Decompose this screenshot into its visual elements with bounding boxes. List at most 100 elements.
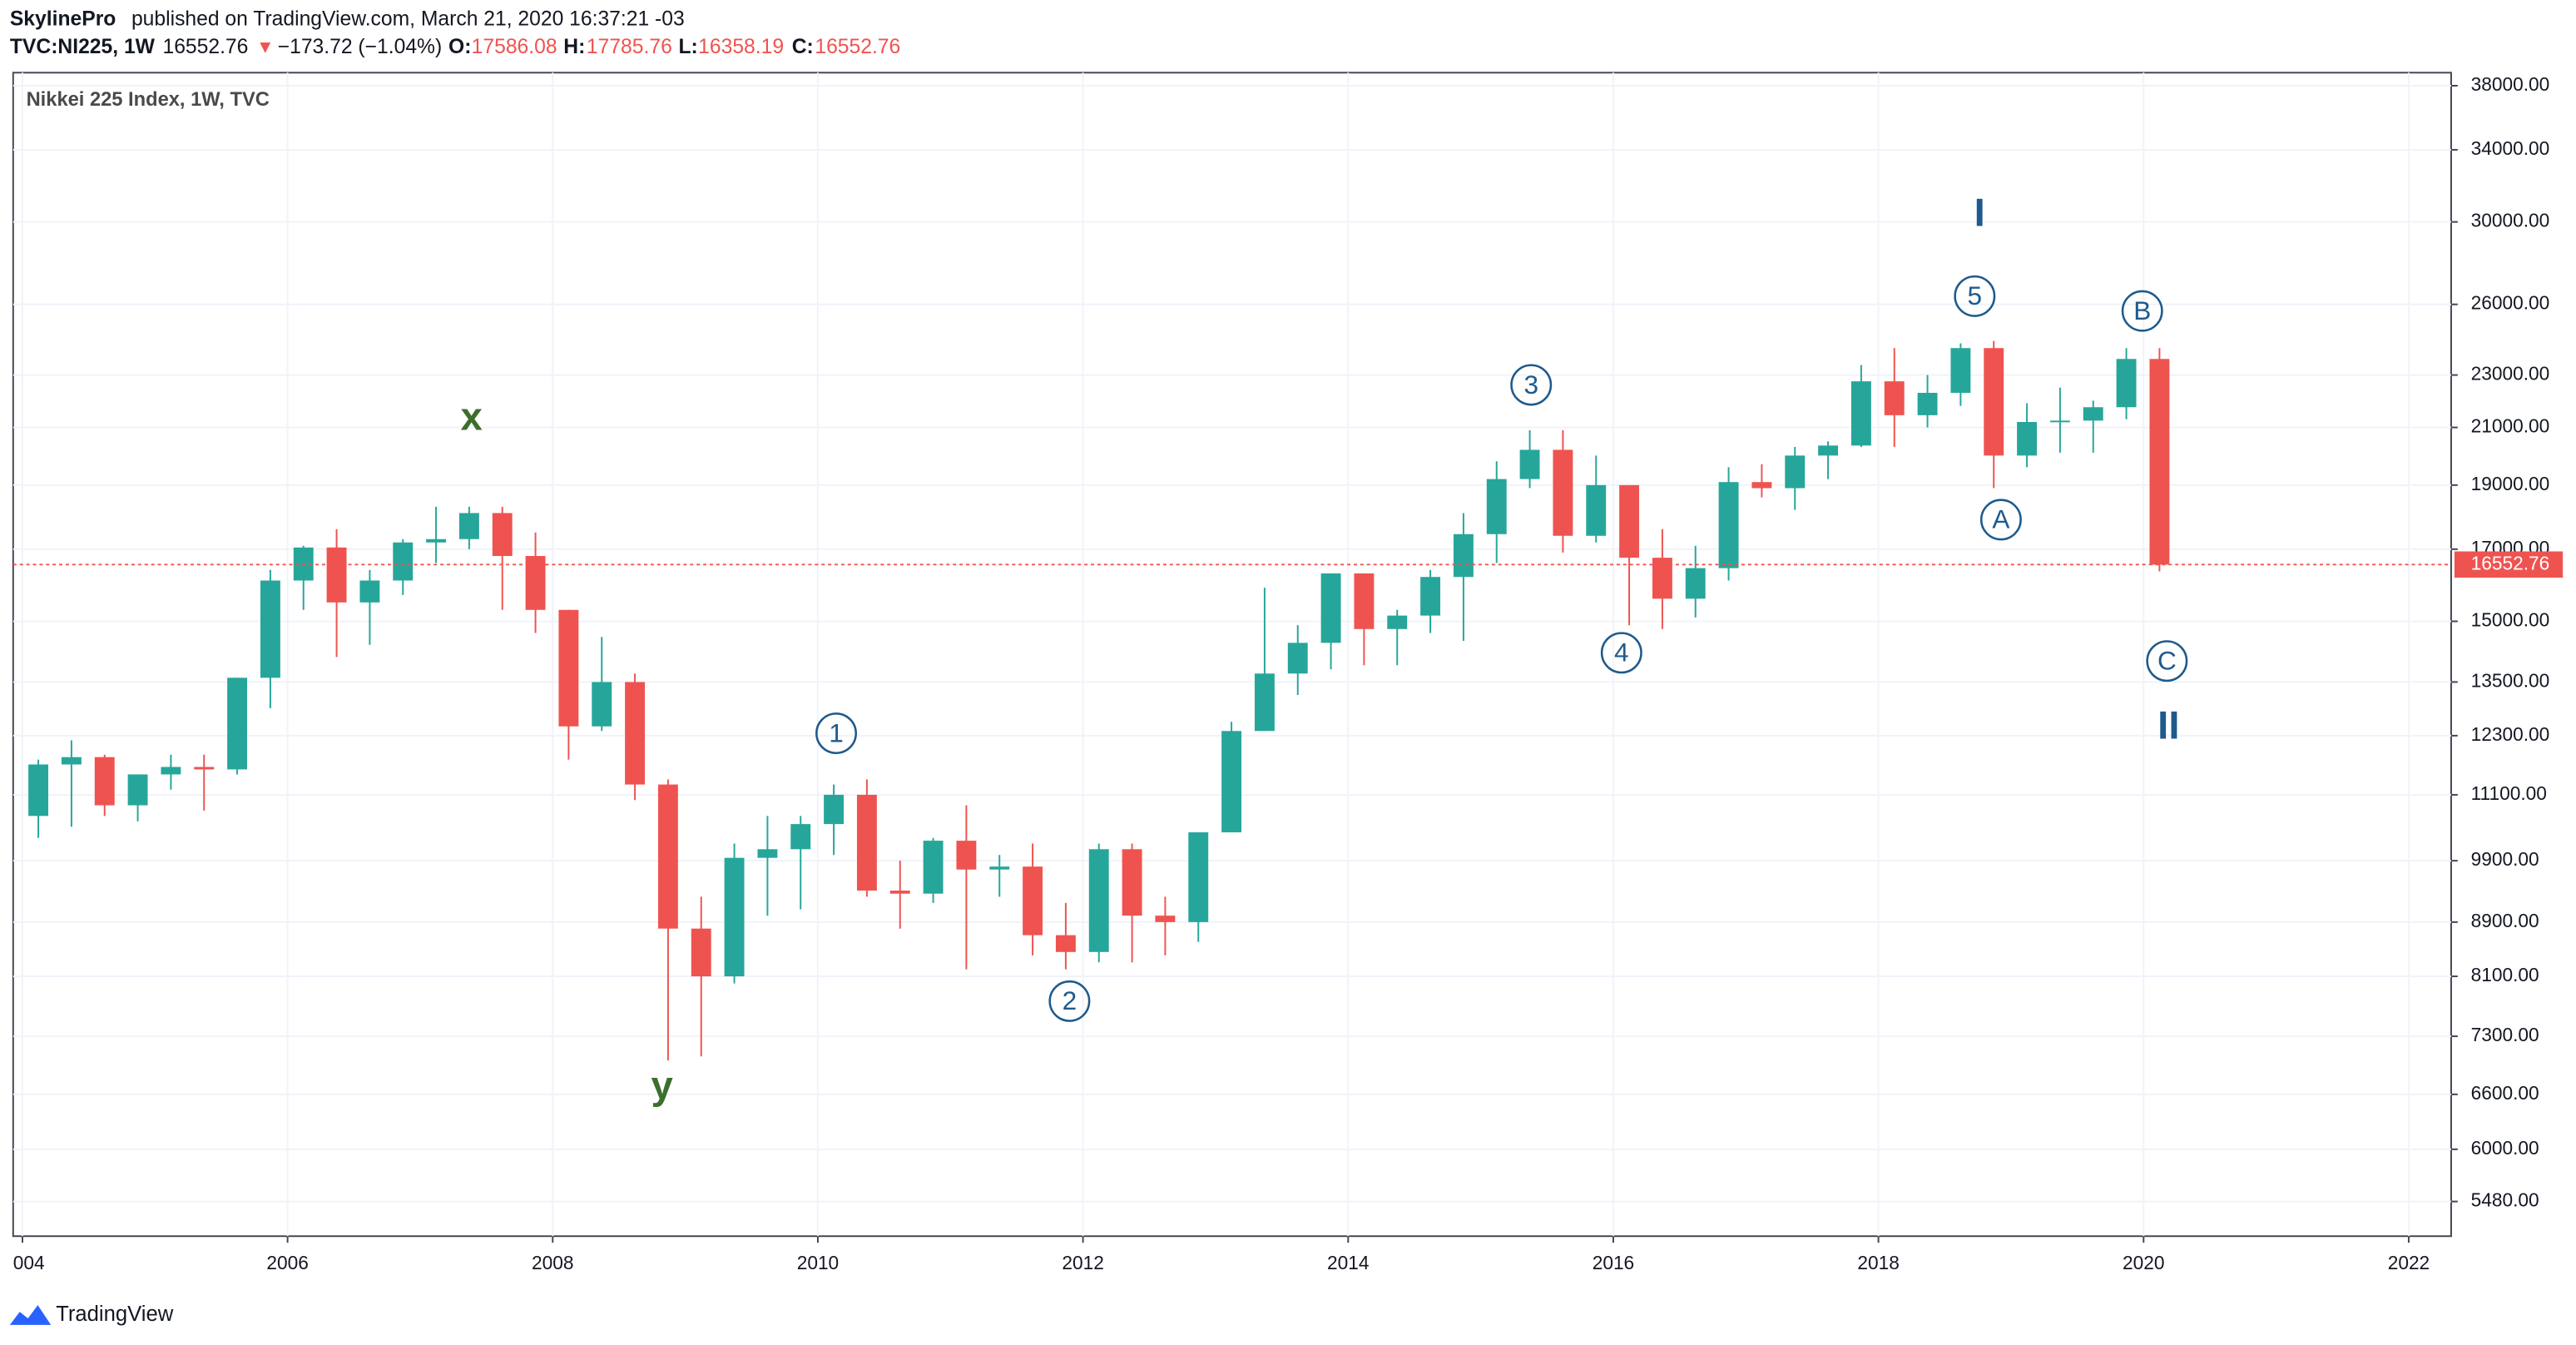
y-tick-label: 30000.00 bbox=[2471, 210, 2550, 231]
candle-body bbox=[1718, 482, 1739, 568]
wave-circle bbox=[2146, 640, 2188, 682]
candle-body bbox=[1850, 381, 1871, 446]
x-tick-label: 2008 bbox=[532, 1252, 573, 1273]
candle-body bbox=[1023, 866, 1043, 936]
candle-body bbox=[1685, 568, 1706, 599]
open-label: O: bbox=[448, 36, 471, 58]
candle-body bbox=[1884, 381, 1905, 415]
author: SkylinePro bbox=[10, 8, 116, 31]
x-tick-label: 004 bbox=[13, 1252, 45, 1273]
candle-body bbox=[824, 794, 845, 825]
candle-body bbox=[2116, 359, 2137, 408]
x-tick-label: 2020 bbox=[2123, 1252, 2164, 1273]
y-tick-label: 13500.00 bbox=[2471, 669, 2550, 691]
candle-body bbox=[1188, 832, 1209, 922]
candle-body bbox=[393, 542, 414, 581]
wave-circle bbox=[1600, 632, 1642, 674]
candle-body bbox=[657, 784, 678, 929]
wave-label: 2 bbox=[1063, 985, 1077, 1015]
symbol: TVC:NI225, 1W bbox=[10, 36, 156, 58]
candle-body bbox=[1254, 673, 1275, 732]
y-tick-label: 5480.00 bbox=[2471, 1189, 2539, 1211]
x-tick-label: 2016 bbox=[1593, 1252, 1634, 1273]
candle-body bbox=[724, 857, 745, 977]
wave-label: A bbox=[1992, 504, 2009, 534]
high-label: H: bbox=[563, 36, 585, 58]
wave-label: C bbox=[2157, 645, 2177, 675]
y-tick-label: 34000.00 bbox=[2471, 137, 2550, 159]
wave-circle bbox=[2121, 290, 2163, 332]
grid bbox=[12, 72, 2451, 1237]
candle-body bbox=[889, 891, 910, 894]
y-tick-label: 6000.00 bbox=[2471, 1137, 2539, 1159]
candle-body bbox=[359, 580, 380, 603]
candle-body bbox=[326, 547, 347, 603]
x-tick-label: 2010 bbox=[797, 1252, 839, 1273]
candle-body bbox=[1619, 484, 1640, 558]
y-tick-label: 8100.00 bbox=[2471, 964, 2539, 985]
candle-body bbox=[260, 580, 280, 678]
y-tick-label: 12300.00 bbox=[2471, 723, 2550, 745]
candle-body bbox=[28, 764, 49, 816]
candle-body bbox=[1387, 615, 1408, 629]
x-tick-label: 2018 bbox=[1857, 1252, 1899, 1273]
x-tick-label: 2014 bbox=[1327, 1252, 1369, 1273]
wave-label: II bbox=[2157, 704, 2179, 748]
candles bbox=[28, 340, 2170, 1061]
candle-body bbox=[2017, 421, 2038, 456]
candle-body bbox=[1453, 534, 1474, 578]
candle-body bbox=[856, 794, 877, 891]
candle-body bbox=[1984, 348, 2004, 456]
low-label: L: bbox=[678, 36, 697, 58]
y-tick-label: 38000.00 bbox=[2471, 73, 2550, 95]
candle-body bbox=[458, 513, 479, 539]
footer-brand: TradingView bbox=[56, 1303, 174, 1326]
wave-label: 3 bbox=[1523, 370, 1538, 400]
candle-body bbox=[61, 757, 82, 765]
chart-title: Nikkei 225 Index, 1W, TVC bbox=[27, 89, 270, 111]
low-value: 16358.19 bbox=[698, 36, 784, 58]
y-tick-label: 6600.00 bbox=[2471, 1082, 2539, 1104]
wave-label: y bbox=[651, 1064, 674, 1108]
candle-body bbox=[2149, 359, 2170, 565]
candle-body bbox=[1519, 449, 1540, 479]
candle-body bbox=[1155, 916, 1176, 922]
last-price-label: 16552.76 bbox=[2471, 552, 2550, 573]
header-price: 16552.76 bbox=[162, 36, 248, 58]
candle-body bbox=[1586, 484, 1607, 536]
down-arrow: ▼ bbox=[256, 36, 274, 57]
candle-body bbox=[1055, 935, 1076, 952]
candle-body bbox=[94, 757, 115, 806]
candle-body bbox=[525, 556, 546, 610]
y-tick-label: 7300.00 bbox=[2471, 1024, 2539, 1045]
candle-body bbox=[1287, 643, 1308, 674]
candle-body bbox=[1553, 449, 1573, 536]
candle-body bbox=[1420, 577, 1441, 616]
y-tick-label: 15000.00 bbox=[2471, 608, 2550, 630]
change: −173.72 (−1.04%) bbox=[278, 36, 443, 58]
candle-body bbox=[1785, 455, 1806, 489]
y-tick-label: 21000.00 bbox=[2471, 415, 2550, 437]
candle-body bbox=[1751, 482, 1772, 489]
candle-body bbox=[558, 609, 579, 727]
candle-body bbox=[1486, 479, 1507, 534]
wave-label: 5 bbox=[1968, 280, 1983, 310]
last-price-box bbox=[2454, 551, 2564, 578]
candle-body bbox=[2049, 420, 2070, 423]
candle-body bbox=[1917, 392, 1938, 415]
candle-body bbox=[194, 767, 215, 770]
y-tick-label: 9900.00 bbox=[2471, 848, 2539, 870]
candle-body bbox=[757, 849, 778, 858]
candle-body bbox=[1122, 849, 1142, 916]
y-tick-label: 11100.00 bbox=[2471, 782, 2547, 804]
y-tick-label: 23000.00 bbox=[2471, 363, 2550, 385]
candle-body bbox=[492, 513, 513, 557]
close-label: C: bbox=[792, 36, 814, 58]
candle-body bbox=[1088, 849, 1109, 952]
published-info: published on TradingView.com, March 21, … bbox=[131, 8, 685, 31]
candle-body bbox=[426, 538, 447, 543]
wave-label: x bbox=[460, 395, 482, 439]
x-tick-label: 2006 bbox=[266, 1252, 308, 1273]
tradingview-logo bbox=[9, 1305, 52, 1325]
